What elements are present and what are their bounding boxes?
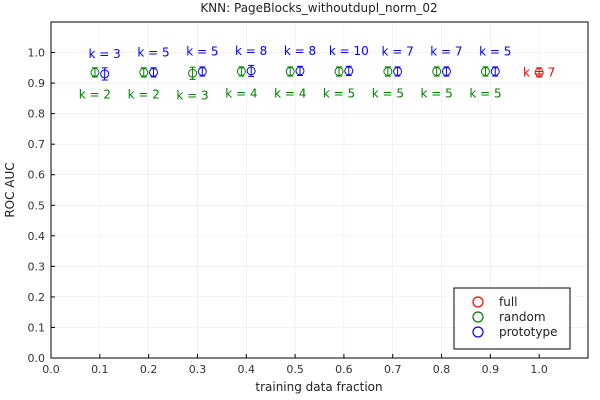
legend-marker-random xyxy=(472,311,484,323)
data-point xyxy=(188,68,198,78)
data-label: k = 5 xyxy=(137,45,169,59)
y-axis-ticks: 0.0 0.1 0.2 0.3 0.4 0.5 0.6 0.7 0.8 0.9 1.0 xyxy=(28,47,55,365)
y-axis-label: ROC AUC xyxy=(3,162,17,217)
data-point xyxy=(441,66,451,76)
legend-marker-prototype xyxy=(472,326,484,338)
data-label: k = 7 xyxy=(381,44,413,58)
data-point xyxy=(534,67,544,77)
x-tick-label: 0.2 xyxy=(140,363,158,376)
data-label: k = 7 xyxy=(523,65,555,79)
data-label: k = 8 xyxy=(235,44,267,58)
data-label: k = 7 xyxy=(430,44,462,58)
legend-label-full: full xyxy=(499,295,518,309)
data-marks: k = 7 k = 2 k = 2 k = 3 k = 4 k = 4 k = 5 k = 5… xyxy=(79,44,556,102)
x-axis-ticks: 0.0 0.1 0.2 0.3 0.4 0.5 0.6 0.7 0.8 0.9 1.0 xyxy=(42,354,548,376)
data-point xyxy=(295,66,305,76)
data-label: k = 4 xyxy=(274,86,306,100)
data-label: k = 3 xyxy=(176,88,208,102)
plot-frame xyxy=(50,21,589,359)
series-full: k = 7 xyxy=(523,65,555,79)
y-tick-label: 0.3 xyxy=(28,260,46,273)
data-label: k = 8 xyxy=(284,44,316,58)
y-tick-label: 0.5 xyxy=(28,199,46,212)
data-point xyxy=(100,69,110,79)
y-tick-label: 0.0 xyxy=(28,352,46,365)
data-point xyxy=(197,66,207,76)
x-axis-label: training data fraction xyxy=(255,380,382,394)
legend-label-random: random xyxy=(499,310,546,324)
x-tick-label: 0.7 xyxy=(384,363,402,376)
series-random: k = 2 k = 2 k = 3 k = 4 k = 4 k = 5 k = 5 k = 5… xyxy=(79,66,502,102)
x-tick-label: 0.3 xyxy=(189,363,207,376)
data-point xyxy=(490,66,500,76)
y-tick-label: 0.4 xyxy=(28,230,46,243)
y-tick-label: 0.1 xyxy=(28,321,46,334)
x-tick-label: 1.0 xyxy=(530,363,548,376)
data-point xyxy=(285,66,295,76)
y-tick-label: 0.6 xyxy=(28,169,46,182)
y-tick-label: 0.2 xyxy=(28,291,46,304)
data-label: k = 5 xyxy=(479,44,511,58)
y-tick-label: 0.7 xyxy=(28,138,46,151)
data-label: k = 2 xyxy=(79,87,111,101)
x-tick-label: 0.8 xyxy=(433,363,451,376)
x-tick-label: 0.5 xyxy=(286,363,304,376)
data-point xyxy=(139,67,149,77)
chart-title: KNN: PageBlocks_withoutdupl_norm_02 xyxy=(200,1,437,15)
x-tick-label: 0.4 xyxy=(238,363,256,376)
data-point xyxy=(90,67,100,77)
data-label: k = 5 xyxy=(372,86,404,100)
data-point xyxy=(393,66,403,76)
data-point xyxy=(344,66,354,76)
data-point xyxy=(432,66,442,76)
data-label: k = 4 xyxy=(225,86,257,100)
data-point xyxy=(334,66,344,76)
legend-label-prototype: prototype xyxy=(499,325,557,339)
data-label: k = 2 xyxy=(128,87,160,101)
data-label: k = 10 xyxy=(329,44,369,58)
x-tick-label: 0.0 xyxy=(42,363,60,376)
data-label: k = 5 xyxy=(186,44,218,58)
legend-marker-full xyxy=(472,296,484,308)
series-prototype: k = 3 k = 5 k = 5 k = 8 k = 8 k = 10 k = 7 k = … xyxy=(89,44,511,81)
y-tick-label: 0.9 xyxy=(28,77,46,90)
data-point xyxy=(236,66,246,76)
data-label: k = 5 xyxy=(421,86,453,100)
data-label: k = 5 xyxy=(469,86,501,100)
y-tick-label: 0.8 xyxy=(28,108,46,121)
data-point xyxy=(383,66,393,76)
y-tick-label: 1.0 xyxy=(28,47,46,60)
data-label: k = 3 xyxy=(89,47,121,61)
data-point xyxy=(149,67,159,77)
data-label: k = 5 xyxy=(323,86,355,100)
x-tick-label: 0.1 xyxy=(91,363,109,376)
x-tick-label: 0.6 xyxy=(335,363,353,376)
x-tick-label: 0.9 xyxy=(482,363,500,376)
data-point xyxy=(246,66,256,76)
data-point xyxy=(480,66,490,76)
